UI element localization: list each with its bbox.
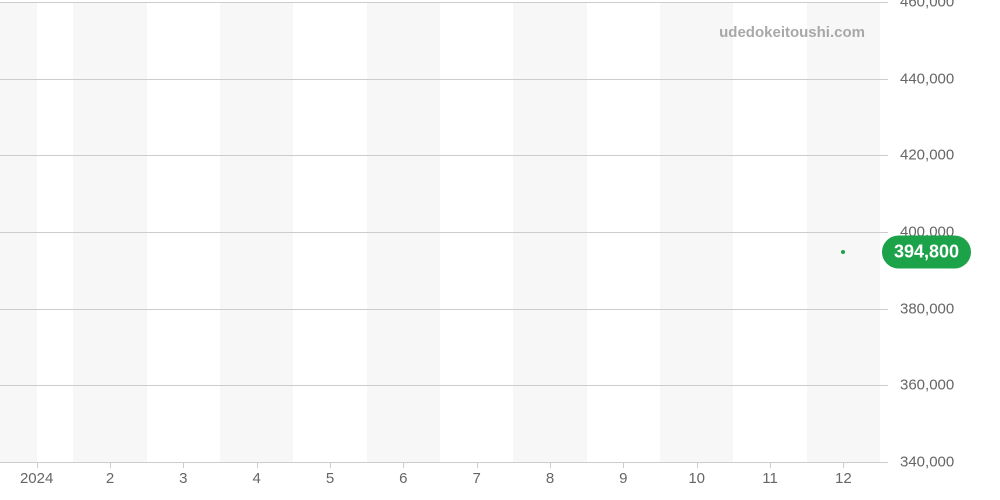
- y-tick-label: 380,000: [900, 300, 954, 317]
- x-tick-label: 5: [326, 470, 334, 487]
- x-tick-mark: [403, 462, 404, 468]
- gridline-horizontal: [0, 385, 880, 386]
- x-tick-label: 6: [399, 470, 407, 487]
- x-tick-label: 3: [179, 470, 187, 487]
- plot-area: [0, 2, 880, 462]
- price-chart: 340,000360,000380,000400,000420,000440,0…: [0, 0, 1000, 500]
- x-tick-mark: [37, 462, 38, 468]
- gridline-horizontal: [0, 309, 880, 310]
- y-tick-label: 340,000: [900, 454, 954, 471]
- y-tick-mark: [880, 155, 888, 156]
- y-tick-mark: [880, 309, 888, 310]
- gridline-horizontal: [0, 79, 880, 80]
- gridline-horizontal: [0, 462, 880, 463]
- gridline-horizontal: [0, 2, 880, 3]
- x-tick-mark: [623, 462, 624, 468]
- y-tick-label: 460,000: [900, 0, 954, 11]
- x-tick-label: 7: [472, 470, 480, 487]
- x-tick-label: 8: [546, 470, 554, 487]
- data-point-marker: [841, 250, 845, 254]
- x-tick-mark: [330, 462, 331, 468]
- x-tick-label: 11: [762, 470, 778, 487]
- y-tick-label: 360,000: [900, 377, 954, 394]
- current-value-badge: 394,800: [882, 235, 971, 268]
- gridline-horizontal: [0, 155, 880, 156]
- x-tick-label: 9: [619, 470, 627, 487]
- x-tick-mark: [257, 462, 258, 468]
- y-tick-mark: [880, 2, 888, 3]
- x-tick-label: 12: [835, 470, 852, 487]
- y-tick-mark: [880, 462, 888, 463]
- watermark-text: udedokeitoushi.com: [719, 24, 865, 41]
- x-tick-mark: [183, 462, 184, 468]
- x-tick-mark: [550, 462, 551, 468]
- x-tick-mark: [770, 462, 771, 468]
- x-tick-mark: [843, 462, 844, 468]
- y-tick-label: 420,000: [900, 147, 954, 164]
- x-tick-mark: [477, 462, 478, 468]
- x-tick-mark: [697, 462, 698, 468]
- y-tick-mark: [880, 232, 888, 233]
- y-tick-mark: [880, 79, 888, 80]
- x-tick-label: 2: [106, 470, 114, 487]
- y-tick-mark: [880, 385, 888, 386]
- x-tick-label: 2024: [20, 470, 53, 487]
- x-tick-mark: [110, 462, 111, 468]
- x-tick-label: 10: [688, 470, 705, 487]
- y-tick-label: 440,000: [900, 70, 954, 87]
- x-tick-label: 4: [252, 470, 260, 487]
- gridline-horizontal: [0, 232, 880, 233]
